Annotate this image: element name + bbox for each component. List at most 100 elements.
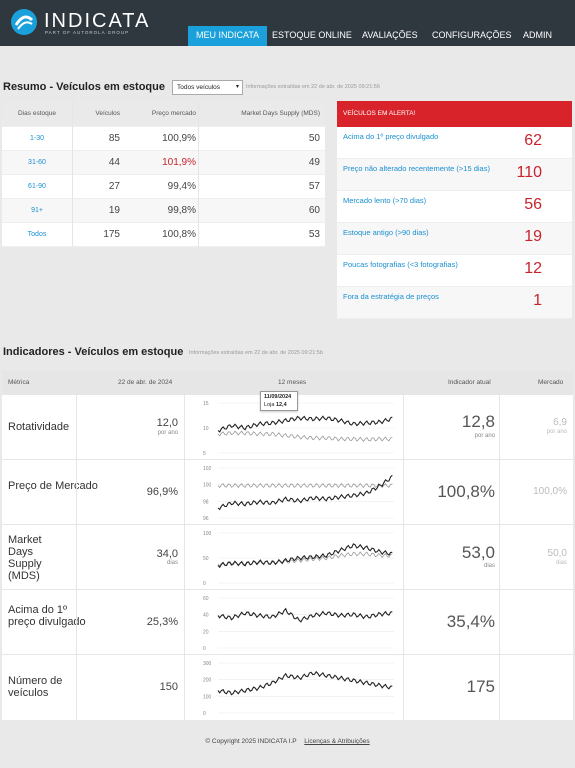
sparkline-chart[interactable]: 60 40 20 0 [202, 594, 398, 652]
axis-tick-label: 96 [203, 516, 209, 522]
mds-cell: 57 [308, 181, 320, 192]
vehicles-cell: 85 [108, 133, 120, 144]
table-row: 61-90 27 99,4% 57 [2, 175, 325, 199]
mds-cell: 60 [308, 205, 320, 216]
range-link[interactable]: Todos [27, 231, 47, 238]
axis-tick-label: 100 [203, 483, 212, 489]
current-value: 53,0 [461, 543, 495, 562]
axis-tick-label: 50 [203, 556, 209, 562]
nav-estoque-online[interactable]: ESTOQUE ONLINE [272, 30, 352, 40]
range-link[interactable]: 1-30 [29, 135, 44, 142]
indicator-row-numero-veiculos: Número de veículos 150 300 200 100 0 175 [2, 655, 573, 720]
current-value: 100,8% [437, 482, 495, 501]
past-value: 12,0 [156, 417, 178, 429]
vehicle-filter-value: Todos veículos [177, 84, 220, 91]
price-cell: 99,4% [167, 181, 196, 192]
vehicle-filter-select[interactable]: Todos veículos ▾ [172, 80, 243, 95]
summary-header-row: Dias estoque Veículos Preço mercado Mark… [2, 101, 325, 127]
sparkline-chart[interactable]: 102 100 98 96 [202, 464, 398, 522]
price-cell: 100,9% [162, 133, 196, 144]
sparkline-chart[interactable]: 100 50 0 [202, 529, 398, 587]
axis-tick-label: 5 [203, 451, 206, 457]
col-date: 22 de abr. de 2024 [118, 379, 173, 386]
alert-label[interactable]: Poucas fotografias (<3 fotografias) [343, 260, 458, 269]
alert-item[interactable]: Poucas fotografias (<3 fotografias) 12 [337, 255, 572, 287]
range-link[interactable]: 31-60 [28, 159, 46, 166]
past-unit: por ano [157, 430, 178, 436]
summary-extract-note: Informações extraídas em 22 de abr. de 2… [246, 84, 380, 90]
alert-count: 56 [524, 196, 542, 213]
price-cell: 100,8% [162, 229, 196, 240]
alert-label[interactable]: Acima do 1º preço divulgado [343, 132, 439, 141]
alert-item[interactable]: Acima do 1º preço divulgado 62 [337, 127, 572, 159]
chart-tooltip: 11/09/2024 Loja 12,4 [260, 391, 298, 411]
past-value: 150 [159, 681, 178, 693]
alert-count: 62 [524, 132, 542, 149]
market-value: 50,0 [547, 548, 567, 559]
metric-name: Acima do 1º preço divulgado [8, 604, 86, 628]
mds-cell: 53 [308, 229, 320, 240]
table-row: 1-30 85 100,9% 50 [2, 127, 325, 151]
past-value: 34,0 [156, 548, 178, 560]
alert-item[interactable]: Estoque antigo (>90 dias) 19 [337, 223, 572, 255]
metric-name: Market Days Supply (MDS) [8, 534, 42, 582]
alerts-title: VEÍCULOS EM ALERTA! [337, 101, 572, 127]
logo-text: INDICATA [44, 10, 151, 32]
table-row: Todos 175 100,8% 53 [2, 223, 325, 247]
market-value: 6,9 [553, 417, 567, 428]
nav-avaliacoes[interactable]: AVALIAÇÕES [362, 30, 418, 40]
axis-tick-label: 100 [203, 694, 212, 700]
alert-count: 1 [533, 292, 542, 309]
tooltip-value-line: Loja 12,4 [264, 401, 294, 409]
tooltip-date: 11/09/2024 [264, 394, 292, 400]
col-indicador-atual: Indicador atual [448, 379, 491, 386]
nav-admin[interactable]: ADMIN [523, 30, 552, 40]
indicator-row-preco-mercado: Preço de Mercado 96,9% 102 100 98 96 100,8%… [2, 460, 573, 525]
column-divider [499, 371, 500, 720]
alert-label[interactable]: Estoque antigo (>90 dias) [343, 228, 429, 237]
col-mercado: Mercado [538, 379, 564, 386]
col-metrica: Métrica [8, 379, 30, 386]
range-link[interactable]: 61-90 [28, 183, 46, 190]
axis-tick-label: 100 [203, 531, 212, 537]
column-divider [184, 371, 185, 720]
col-12-meses: 12 meses [278, 379, 307, 386]
metric-name: Preço de Mercado [8, 480, 98, 492]
current-value: 175 [466, 677, 495, 696]
alert-label[interactable]: Fora da estratégia de preços [343, 292, 439, 301]
indicators-header-row: Métrica 22 de abr. de 2024 12 meses Indi… [2, 371, 573, 395]
vehicles-cell: 27 [108, 181, 120, 192]
alert-label[interactable]: Preço não alterado recentemente (>15 dia… [343, 164, 490, 173]
chevron-down-icon: ▾ [235, 84, 239, 90]
indicata-logo[interactable]: INDICATA PART OF AUTOROLA GROUP [10, 7, 160, 39]
past-value: 96,9% [146, 486, 178, 498]
alert-item[interactable]: Mercado lento (>70 dias) 56 [337, 191, 572, 223]
mds-cell: 49 [308, 157, 320, 168]
alert-item[interactable]: Fora da estratégia de preços 1 [337, 287, 572, 319]
axis-tick-label: 0 [203, 581, 206, 587]
tooltip-label: Loja [264, 402, 275, 408]
current-unit: dias [483, 563, 495, 569]
nav-meu-indicata[interactable]: MEU INDICATA [188, 26, 268, 46]
sparkline-chart[interactable]: 15 10 5 [202, 399, 398, 457]
indicator-row-mds: Market Days Supply (MDS) 34,0 dias 100 50… [2, 525, 573, 590]
col-dias-estoque: Dias estoque [18, 110, 56, 117]
store-series-line [217, 415, 393, 433]
tooltip-value: 12,4 [275, 402, 287, 408]
axis-tick-label: 102 [203, 466, 212, 472]
licenses-link[interactable]: Licenças & Atribuições [304, 738, 370, 745]
nav-configuracoes[interactable]: CONFIGURAÇÕES [432, 30, 512, 40]
price-cell: 99,8% [167, 205, 196, 216]
current-unit: por ano [474, 433, 495, 439]
sparkline-chart[interactable]: 300 200 100 0 [202, 659, 398, 717]
past-unit: dias [166, 560, 178, 566]
alert-item[interactable]: Preço não alterado recentemente (>15 dia… [337, 159, 572, 191]
axis-tick-label: 20 [203, 629, 209, 635]
copyright-text: © Copyright 2025 INDICATA I.P [205, 738, 297, 745]
axis-tick-label: 40 [203, 613, 209, 619]
mds-cell: 50 [308, 133, 320, 144]
indicators-extract-note: Informações extraídas em 22 de abr. de 2… [189, 350, 323, 356]
alert-label[interactable]: Mercado lento (>70 dias) [343, 196, 427, 205]
alerts-panel: VEÍCULOS EM ALERTA! Acima do 1º preço di… [337, 101, 572, 319]
range-link[interactable]: 91+ [31, 207, 43, 214]
